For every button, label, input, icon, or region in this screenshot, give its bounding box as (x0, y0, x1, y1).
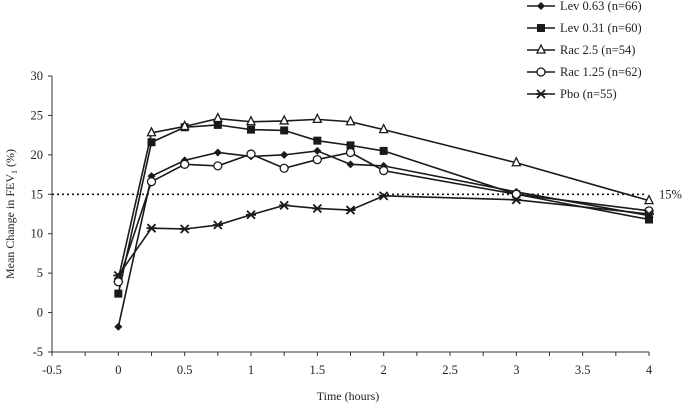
series-line (117, 195, 650, 276)
series-group (113, 112, 655, 331)
series-4 (113, 147, 654, 287)
data-point (146, 177, 157, 187)
data-point (279, 114, 290, 125)
data-point (644, 209, 654, 219)
data-point (379, 165, 389, 176)
data-point (346, 141, 355, 150)
data-point (213, 148, 222, 157)
data-point (245, 115, 257, 126)
legend-marker (537, 2, 545, 10)
x-tick-label: 0.5 (177, 363, 193, 377)
axes: -5 0 5 10 15 20 25 30 -0.5 0 0.5 1 1.5 2 2.5 3 3.5 4 (31, 69, 653, 377)
legend-item: Pbo (n=55) (527, 87, 617, 101)
data-point (113, 270, 124, 281)
data-point (312, 112, 323, 124)
y-axis-title-suffix: (%) (3, 149, 17, 170)
x-tick-label: 1.5 (310, 363, 326, 377)
x-tick-label: 2 (381, 363, 387, 377)
data-point (345, 115, 356, 126)
reference-line-label: 15% (659, 187, 682, 201)
data-point (146, 223, 157, 233)
y-axis-title: Mean Change in FEV1 (%) (3, 149, 19, 279)
reference-line-group: 15% (52, 187, 682, 201)
data-point (212, 220, 223, 230)
data-point (312, 154, 322, 165)
legend-marker (536, 67, 546, 77)
legend: Lev 0.63 (n=66) Lev 0.31 (n=60) Rac 2.5 (n… (527, 0, 642, 101)
y-axis-title-subscript: 1 (10, 170, 19, 174)
legend-label: Rac 1.25 (n=62) (560, 65, 642, 79)
data-point (279, 163, 289, 173)
data-point (146, 126, 157, 137)
data-point (279, 200, 290, 210)
y-tick-label: 0 (37, 306, 43, 320)
data-point (280, 126, 289, 135)
data-point (212, 112, 223, 123)
data-point (114, 289, 123, 298)
series-5 (113, 191, 654, 281)
data-point (113, 277, 123, 287)
x-tick-label: 3.5 (575, 363, 591, 377)
y-tick-label: 15 (31, 187, 44, 201)
data-point (312, 203, 323, 214)
data-point (313, 146, 322, 155)
series-3 (113, 112, 655, 283)
data-point (313, 136, 322, 145)
data-point (247, 125, 255, 134)
data-point (643, 194, 655, 205)
data-point (345, 147, 356, 158)
data-point (511, 195, 522, 205)
y-axis-title-main: Mean Change in FEV (3, 174, 17, 279)
legend-label: Lev 0.63 (n=66) (560, 0, 642, 13)
legend-item: Rac 2.5 (n=54) (527, 43, 635, 57)
legend-marker (537, 24, 545, 32)
data-point (378, 191, 389, 201)
y-tick-label: 30 (31, 69, 44, 83)
series-line (117, 117, 650, 279)
data-point (179, 224, 190, 234)
x-axis-title: Time (hours) (317, 389, 380, 403)
y-tick-label: -5 (33, 345, 43, 359)
data-point (179, 120, 190, 131)
x-tick-label: 2.5 (442, 363, 458, 377)
data-point (379, 146, 388, 155)
y-tick-label: 5 (37, 266, 43, 280)
data-point (180, 159, 190, 169)
legend-marker (535, 43, 547, 54)
x-tick-label: 1 (248, 363, 254, 377)
data-point (511, 189, 521, 199)
data-point (114, 322, 123, 331)
data-point (213, 120, 222, 129)
data-point (147, 138, 156, 147)
legend-label: Rac 2.5 (n=54) (560, 43, 635, 57)
x-tick-label: 4 (646, 363, 653, 377)
data-point (511, 156, 522, 167)
data-point (280, 150, 289, 159)
y-tick-label: 25 (31, 108, 44, 122)
data-point (246, 210, 256, 220)
legend-item: Rac 1.25 (n=62) (527, 65, 642, 79)
x-tick-label: -0.5 (42, 363, 62, 377)
y-tick-label: 10 (31, 227, 44, 241)
legend-marker (536, 89, 546, 99)
x-tick-label: 3 (513, 363, 519, 377)
legend-label: Pbo (n=55) (560, 87, 617, 101)
data-point (645, 215, 653, 224)
data-point (213, 161, 223, 171)
series-2 (114, 120, 653, 298)
data-point (246, 149, 256, 159)
legend-item: Lev 0.31 (n=60) (527, 21, 642, 35)
data-point (378, 123, 389, 134)
legend-item: Lev 0.63 (n=66) (527, 0, 642, 13)
x-tick-label: 0 (115, 363, 121, 377)
legend-label: Lev 0.31 (n=60) (560, 21, 642, 35)
y-tick-label: 20 (31, 148, 44, 162)
data-point (345, 205, 356, 215)
data-point (346, 160, 355, 169)
